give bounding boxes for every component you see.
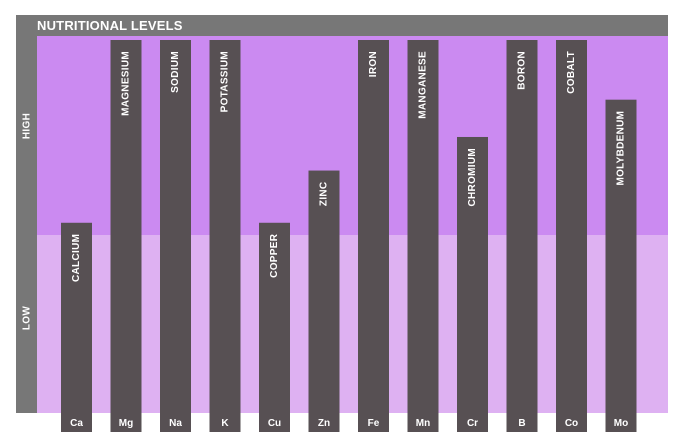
bar-label-k: POTASSIUM [220,51,231,112]
bar-label-cr: CHROMIUM [467,148,478,207]
category-label-b: B [518,418,525,429]
bar-na [160,40,191,432]
category-label-mg: Mg [119,418,133,429]
bar-label-mo: MOLYBDENUM [616,111,627,186]
category-label-mo: Mo [614,418,628,429]
title-bar [16,15,668,36]
category-label-cu: Cu [268,418,281,429]
bar-label-zn: ZINC [319,182,330,207]
bar-label-fe: IRON [368,51,379,77]
bar-label-co: COBALT [566,51,577,94]
bar-label-b: BORON [517,51,528,90]
bar-mg [110,40,142,432]
category-label-mn: Mn [416,418,430,429]
category-label-co: Co [565,418,578,429]
bar-co [556,40,587,432]
category-label-cr: Cr [467,418,478,429]
zone-axis-bar [16,15,37,413]
bar-cr [457,136,488,433]
bar-k [209,40,241,432]
bar-mo [605,99,637,433]
bar-label-mn: MANGANESE [418,51,429,119]
category-label-fe: Fe [368,418,380,429]
bar-label-cu: COPPER [269,233,280,278]
bar-label-na: SODIUM [170,51,181,93]
bar-b [506,40,538,432]
bar-fe [358,40,389,432]
category-label-na: Na [169,418,182,429]
bar-label-mg: MAGNESIUM [121,51,132,116]
bar-cu [259,222,290,432]
category-label-ca: Ca [70,418,83,429]
category-label-k: K [221,418,229,429]
bar-ca [61,222,92,432]
bar-label-ca: CALCIUM [71,234,82,282]
bar-mn [407,40,439,432]
category-label-zn: Zn [318,418,330,429]
bar-zn [308,170,340,433]
chart-title: NUTRITIONAL LEVELS [37,18,183,33]
